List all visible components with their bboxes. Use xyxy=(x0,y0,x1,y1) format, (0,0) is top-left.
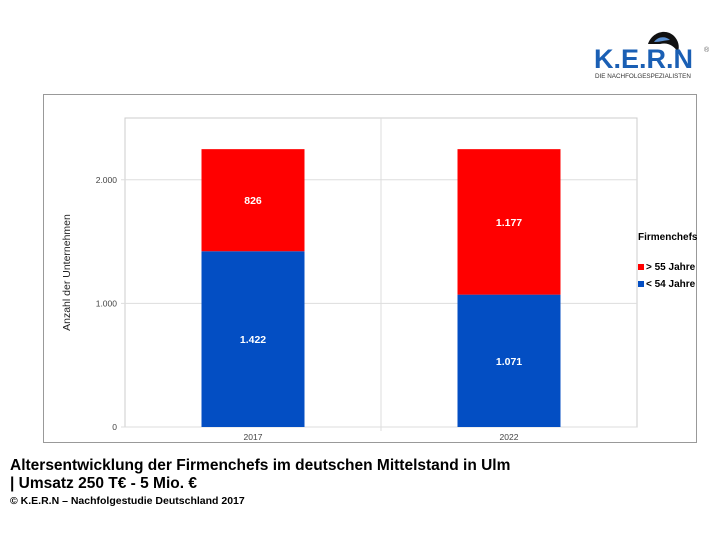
svg-text:DIE NACHFOLGESPEZIALISTEN: DIE NACHFOLGESPEZIALISTEN xyxy=(595,73,691,80)
dolphin-icon: K.E.R.N ® DIE NACHFOLGESPEZIALISTEN xyxy=(594,31,710,80)
svg-text:K.E.R.N: K.E.R.N xyxy=(594,44,693,74)
bar-segment xyxy=(457,294,561,427)
y-tick-label: 0 xyxy=(112,422,117,432)
data-label: 1.071 xyxy=(496,356,522,368)
caption-title: Altersentwicklung der Firmenchefs im deu… xyxy=(10,457,511,474)
chart-frame xyxy=(43,94,697,443)
y-tick-label: 1.000 xyxy=(96,298,118,308)
data-label: 826 xyxy=(244,195,262,207)
legend-label: < 54 Jahre xyxy=(646,279,696,290)
legend-swatch xyxy=(638,281,644,287)
data-label: 1.422 xyxy=(240,334,266,346)
legend-label: > 55 Jahre xyxy=(646,262,696,273)
kern-logo: K.E.R.N ® DIE NACHFOLGESPEZIALISTEN xyxy=(590,22,718,82)
legend-swatch xyxy=(638,264,644,270)
data-label: 1.177 xyxy=(496,217,522,229)
x-tick-label: 2017 xyxy=(244,432,263,442)
caption-subtitle: | Umsatz 250 T€ - 5 Mio. € xyxy=(10,475,197,492)
stacked-bar-chart: 0 1.000 2.000 Anzahl der Unternehmen 1.422 82… xyxy=(61,117,698,442)
svg-text:®: ® xyxy=(704,46,710,54)
bar-segment xyxy=(457,149,561,295)
bar-segment xyxy=(201,251,305,427)
caption-source: © K.E.R.N – Nachfolgestudie Deutschland … xyxy=(10,495,245,507)
bar-segment xyxy=(201,149,305,252)
x-tick-label: 2022 xyxy=(500,432,519,442)
y-tick-label: 2.000 xyxy=(96,175,118,185)
y-axis-label: Anzahl der Unternehmen xyxy=(61,214,73,331)
legend-title: Firmenchefs xyxy=(638,232,698,243)
